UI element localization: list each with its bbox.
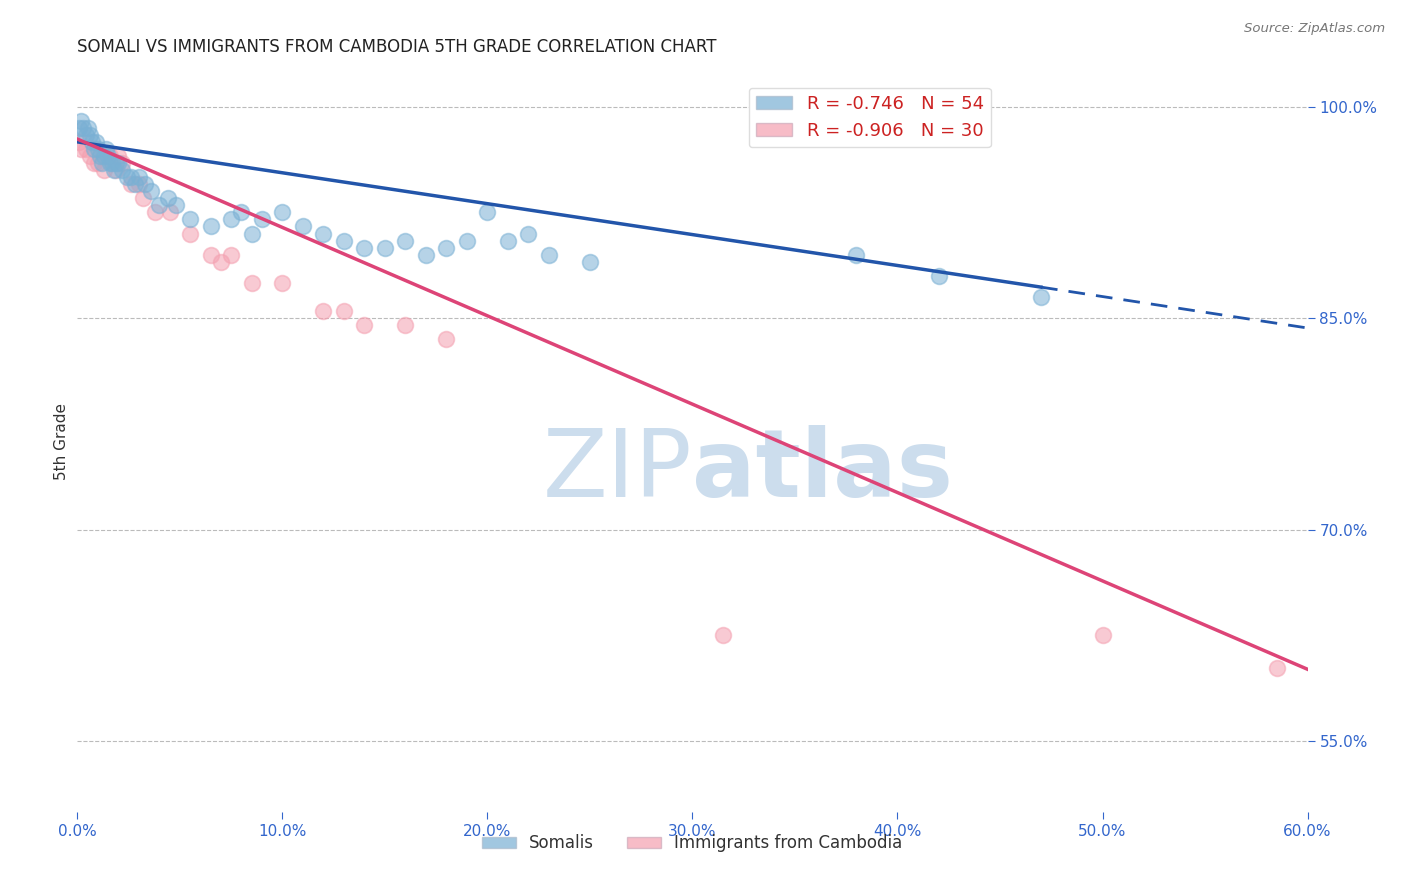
Point xyxy=(98,156,121,170)
Point xyxy=(115,170,138,185)
Point xyxy=(101,156,124,170)
Point xyxy=(111,163,134,178)
Point xyxy=(107,156,129,170)
Point xyxy=(271,276,294,290)
Point xyxy=(67,120,90,135)
Point xyxy=(179,227,201,241)
Point xyxy=(143,205,166,219)
Point xyxy=(111,156,134,170)
Point xyxy=(72,120,94,135)
Text: atlas: atlas xyxy=(693,425,953,517)
Point xyxy=(291,219,314,234)
Point xyxy=(1265,661,1288,675)
Point xyxy=(105,156,128,170)
Point xyxy=(128,170,150,185)
Point xyxy=(159,205,181,219)
Point xyxy=(219,212,242,227)
Point xyxy=(67,135,90,149)
Point xyxy=(76,120,98,135)
Point xyxy=(219,248,242,262)
Point xyxy=(496,234,519,248)
Point xyxy=(240,276,263,290)
Point xyxy=(353,241,375,255)
Point xyxy=(80,135,103,149)
Point xyxy=(75,142,97,156)
Point xyxy=(271,205,294,219)
Point xyxy=(179,212,201,227)
Point xyxy=(94,142,117,156)
Text: SOMALI VS IMMIGRANTS FROM CAMBODIA 5TH GRADE CORRELATION CHART: SOMALI VS IMMIGRANTS FROM CAMBODIA 5TH G… xyxy=(77,38,717,56)
Point xyxy=(517,227,540,241)
Text: ZIP: ZIP xyxy=(543,425,693,517)
Point xyxy=(105,163,128,178)
Point xyxy=(83,156,105,170)
Point xyxy=(70,142,93,156)
Point xyxy=(1029,290,1052,304)
Point xyxy=(124,177,146,191)
Point xyxy=(374,241,396,255)
Point xyxy=(537,248,560,262)
Point xyxy=(456,234,478,248)
Point xyxy=(436,332,458,346)
Point xyxy=(231,205,253,219)
Point xyxy=(93,149,115,163)
Point xyxy=(711,628,734,642)
Point xyxy=(165,198,187,212)
Legend: Somalis, Immigrants from Cambodia: Somalis, Immigrants from Cambodia xyxy=(475,828,910,859)
Point xyxy=(200,219,222,234)
Point xyxy=(141,184,163,198)
Point xyxy=(120,170,142,185)
Point xyxy=(107,149,129,163)
Point xyxy=(477,205,499,219)
Point xyxy=(89,149,111,163)
Point xyxy=(200,248,222,262)
Point xyxy=(394,234,416,248)
Point xyxy=(312,304,335,318)
Point xyxy=(120,177,142,191)
Point xyxy=(436,241,458,255)
Point xyxy=(353,318,375,333)
Point xyxy=(394,318,416,333)
Point xyxy=(103,163,125,178)
Point xyxy=(250,212,273,227)
Point xyxy=(333,304,356,318)
Point xyxy=(98,149,121,163)
Point xyxy=(79,128,101,142)
Point xyxy=(333,234,356,248)
Point xyxy=(84,135,107,149)
Point xyxy=(132,191,155,205)
Point xyxy=(156,191,179,205)
Point xyxy=(87,142,110,156)
Point xyxy=(90,156,114,170)
Point xyxy=(134,177,156,191)
Point xyxy=(928,268,950,283)
Point xyxy=(312,227,335,241)
Point xyxy=(240,227,263,241)
Text: Source: ZipAtlas.com: Source: ZipAtlas.com xyxy=(1244,22,1385,36)
Point xyxy=(415,248,437,262)
Point xyxy=(93,163,115,178)
Point xyxy=(83,142,105,156)
Point xyxy=(75,128,97,142)
Point xyxy=(148,198,170,212)
Point xyxy=(70,113,93,128)
Point xyxy=(128,177,150,191)
Point xyxy=(845,248,868,262)
Point xyxy=(579,254,602,268)
Point xyxy=(1091,628,1114,642)
Point xyxy=(97,149,120,163)
Y-axis label: 5th Grade: 5th Grade xyxy=(53,403,69,480)
Point xyxy=(209,254,232,268)
Point xyxy=(79,149,101,163)
Point xyxy=(87,156,110,170)
